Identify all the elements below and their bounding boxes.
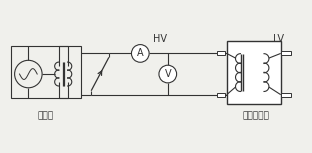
Text: 调压器: 调压器 (38, 112, 54, 121)
Bar (217, 51, 225, 55)
Bar (11, 46, 81, 98)
Text: V: V (164, 69, 171, 79)
Circle shape (15, 60, 42, 88)
Text: HV: HV (153, 34, 167, 44)
Text: LV: LV (273, 34, 284, 44)
Bar (227, 41, 281, 104)
Bar (217, 93, 225, 97)
Circle shape (131, 45, 149, 62)
Circle shape (159, 65, 177, 83)
Text: A: A (137, 49, 144, 58)
Bar (281, 51, 290, 55)
Text: 变压器试品: 变压器试品 (243, 112, 270, 121)
Bar (281, 93, 290, 97)
